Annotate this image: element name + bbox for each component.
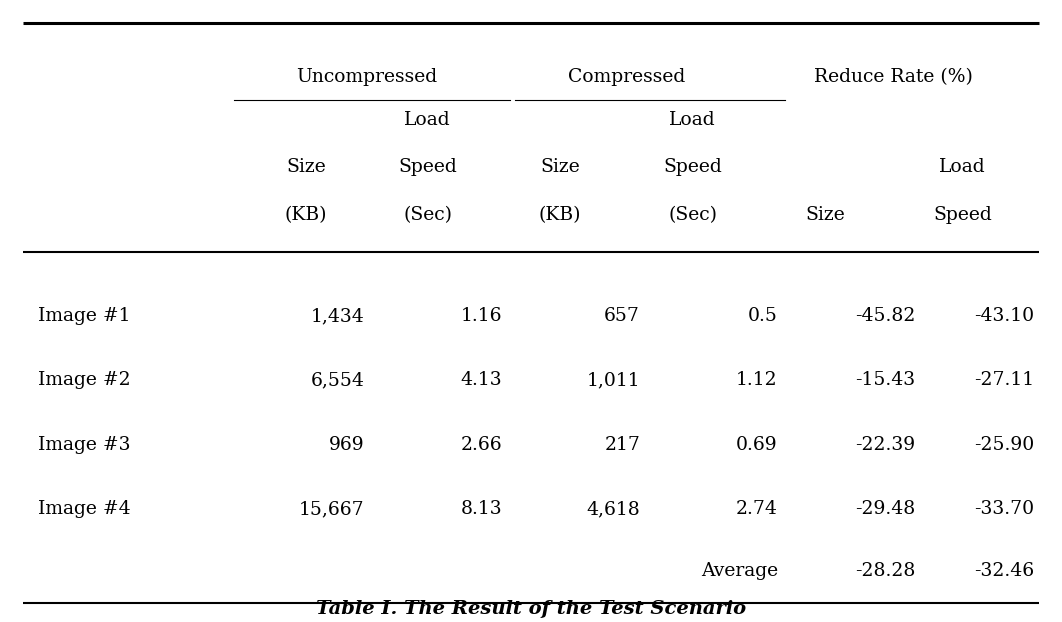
Text: 0.5: 0.5 xyxy=(748,307,777,325)
Text: -22.39: -22.39 xyxy=(855,436,915,454)
Text: 4,618: 4,618 xyxy=(586,500,640,518)
Text: Size: Size xyxy=(805,206,844,224)
Text: 15,667: 15,667 xyxy=(299,500,364,518)
Text: (Sec): (Sec) xyxy=(404,206,452,224)
Text: Table I. The Result of the Test Scenario: Table I. The Result of the Test Scenario xyxy=(315,600,747,618)
Text: 8.13: 8.13 xyxy=(461,500,502,518)
Text: Uncompressed: Uncompressed xyxy=(296,68,438,86)
Text: (KB): (KB) xyxy=(538,206,581,224)
Text: Speed: Speed xyxy=(398,159,457,177)
Text: Load: Load xyxy=(405,111,451,129)
Text: -25.90: -25.90 xyxy=(974,436,1034,454)
Text: 1,011: 1,011 xyxy=(586,371,640,389)
Text: -45.82: -45.82 xyxy=(855,307,915,325)
Text: 6,554: 6,554 xyxy=(311,371,364,389)
Text: Size: Size xyxy=(286,159,326,177)
Text: (Sec): (Sec) xyxy=(668,206,717,224)
Text: Image #1: Image #1 xyxy=(38,307,131,325)
Text: Size: Size xyxy=(541,159,580,177)
Text: Image #2: Image #2 xyxy=(38,371,131,389)
Text: Image #4: Image #4 xyxy=(38,500,131,518)
Text: Speed: Speed xyxy=(663,159,722,177)
Text: 657: 657 xyxy=(604,307,640,325)
Text: (KB): (KB) xyxy=(285,206,327,224)
Text: -43.10: -43.10 xyxy=(974,307,1034,325)
Text: -32.46: -32.46 xyxy=(974,562,1034,580)
Text: -27.11: -27.11 xyxy=(974,371,1034,389)
Text: Load: Load xyxy=(939,159,986,177)
Text: 1.16: 1.16 xyxy=(461,307,502,325)
Text: Load: Load xyxy=(669,111,716,129)
Text: 217: 217 xyxy=(604,436,640,454)
Text: Image #3: Image #3 xyxy=(38,436,131,454)
Text: 1,434: 1,434 xyxy=(311,307,364,325)
Text: 0.69: 0.69 xyxy=(736,436,777,454)
Text: Compressed: Compressed xyxy=(568,68,685,86)
Text: -28.28: -28.28 xyxy=(855,562,915,580)
Text: Average: Average xyxy=(701,562,777,580)
Text: -33.70: -33.70 xyxy=(974,500,1034,518)
Text: Speed: Speed xyxy=(933,206,992,224)
Text: Reduce Rate (%): Reduce Rate (%) xyxy=(815,68,973,86)
Text: 1.12: 1.12 xyxy=(736,371,777,389)
Text: -29.48: -29.48 xyxy=(855,500,915,518)
Text: 2.74: 2.74 xyxy=(736,500,777,518)
Text: 2.66: 2.66 xyxy=(461,436,502,454)
Text: -15.43: -15.43 xyxy=(855,371,915,389)
Text: 969: 969 xyxy=(329,436,364,454)
Text: 4.13: 4.13 xyxy=(461,371,502,389)
